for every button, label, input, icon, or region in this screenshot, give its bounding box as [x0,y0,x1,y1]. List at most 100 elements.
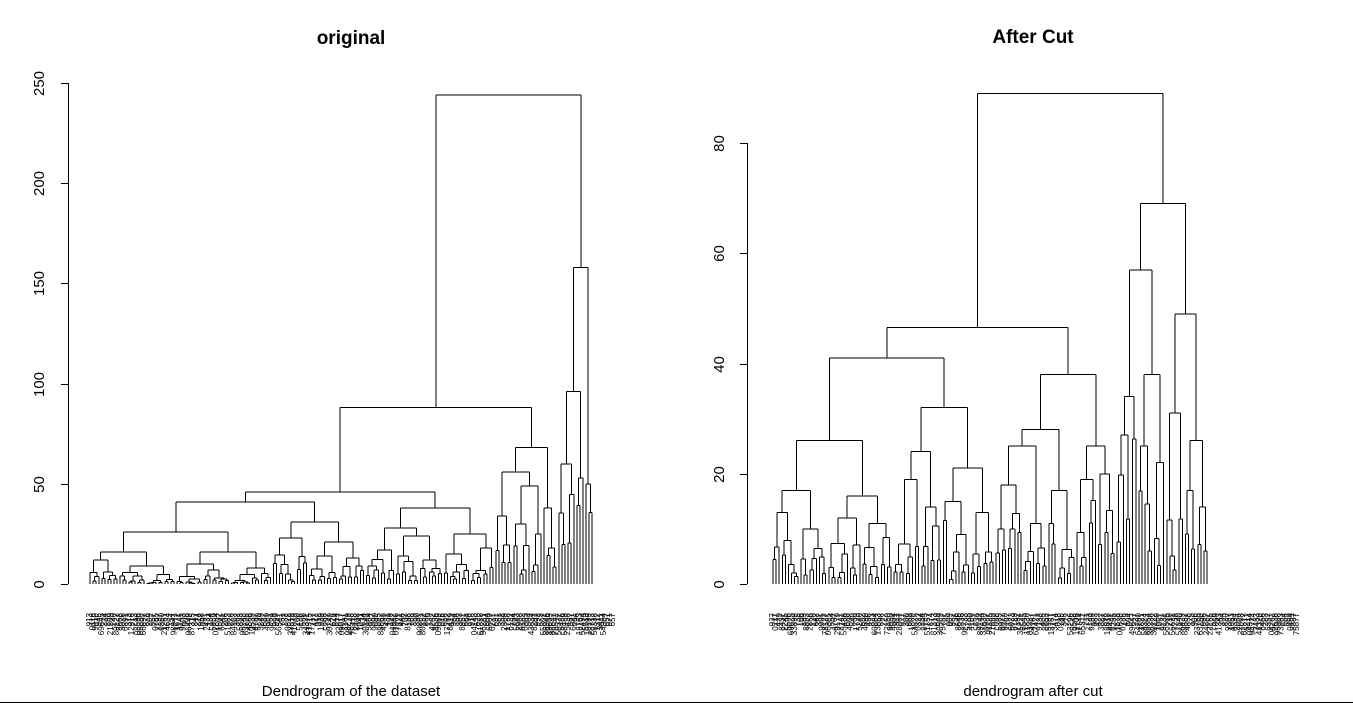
leaf-label: 096 [1199,612,1208,626]
leaf-label: 2836 [957,612,966,630]
leaf-label: 25438 [563,612,572,635]
leaf-label: 199 [386,612,395,626]
leaf-label: 120 [808,612,817,626]
leaf-label: 0394 [1230,612,1239,630]
leaf-label: 88667 [377,612,386,635]
leaf-label: 7297 [154,612,163,630]
leaf-label: 4858 [1184,612,1193,630]
leaf-label: 33519 [287,612,296,635]
leaf-label: 735 [793,612,802,626]
y-tick-label: 20 [711,466,728,483]
leaf-label: 98941 [169,612,178,635]
leaf-label: 9139 [1088,612,1097,630]
leaf-label: 55486 [839,612,848,635]
leaf-label: 8129 [1010,612,1019,630]
leaf-label: 0322 [914,612,923,630]
leaf-label: 81313 [929,612,938,635]
leaf-label: 96281 [479,613,488,636]
leaf-label: 0182 [518,612,527,630]
leaf-label: 01966 [392,612,401,635]
leaf-label: 504 [524,612,533,626]
leaf-label: 6212 [1243,612,1252,630]
leaf-label: 49647 [1128,612,1137,635]
leaf-label: 8536 [431,612,440,630]
leaf-label: 8951 [458,612,467,630]
leaf-label: 63795 [241,612,250,635]
leaf-label: 357 [148,612,157,626]
leaf-label: 78542 [551,612,560,635]
leaf-label: 65311 [1078,612,1087,634]
leaf-label: 4004 [889,612,898,630]
leaf-label: 7821 [395,612,404,630]
leaf-label: 847 [190,612,199,626]
leaf-label: 7192 [1013,612,1022,630]
leaf-label: 362 [232,612,241,626]
leaf-label: 222 [880,612,889,626]
leaf-label: 41343 [1215,612,1224,635]
leaf-label: 9099 [371,612,380,630]
leaf-label: 422 [311,612,320,626]
leaf-label: 02854 [211,612,220,635]
leaf-label: 071 [605,612,614,626]
leaf-label: 69854 [1143,612,1152,635]
chart-title-original: original [317,28,386,49]
leaf-label: 63250 [1196,612,1205,635]
leaf-label: 04143 [470,612,479,635]
leaf-label: 918 [467,612,476,626]
leaf-label: 625 [473,612,482,626]
leaf-label: 209 [145,612,154,626]
leaf-label: 89127 [112,613,121,636]
leaf-label: 6023 [1007,612,1016,630]
leaf-label: 1788 [503,612,512,630]
leaf-label: 5797 [323,612,332,630]
leaf-label: 298 [103,612,112,626]
leaf-label: 3141 [175,612,184,630]
leaf-label: 04314 [1246,612,1255,635]
leaf-label: 095 [374,613,383,627]
leaf-label: 375 [1187,612,1196,626]
leaf-label: 7051 [1156,612,1165,630]
leaf-label: 55801 [539,612,548,635]
leaf-label: 3827 [1097,612,1106,630]
leaf-label: 4508 [846,612,855,630]
leaf-label: 018 [1053,613,1062,627]
leaf-label: 0116 [88,612,97,630]
leaf-label: 1053 [1227,612,1236,630]
leaf-label: 30509 [936,612,945,635]
leaf-label: 56505 [1162,612,1171,635]
leaf-labels-after-cut: 9370217429843722455596696253389973510619… [768,612,1301,635]
leaf-label: 804 [482,613,491,627]
leaf-label: 2245 [781,612,790,630]
leaf-label: 89144 [976,612,985,635]
leaf-label: 4161 [1029,612,1038,630]
leaf-label: 106 [796,612,805,626]
leaf-label: 057 [602,612,611,626]
leaf-label: 4100 [967,612,976,630]
y-axis-original: 0 50 100 150 200 250 [31,71,69,589]
leaf-label: 8408 [353,612,362,630]
leaf-label: 429 [774,612,783,626]
leaf-label: 556 [299,612,308,626]
leaf-label: 0303 [521,612,530,630]
leaf-label: 4797 [250,612,259,630]
leaf-label: 4866 [244,612,253,630]
y-tick-label: 100 [31,372,48,397]
leaf-label: 5235 [1109,612,1118,630]
leaf-label: 05880 [136,612,145,635]
leaf-label: 91125 [985,612,994,634]
leaf-label: 285 [942,612,951,626]
leaf-label: 8887 [1289,612,1298,630]
leaf-label: 446 [398,612,407,626]
leaf-label: 1744 [1075,612,1084,630]
leaf-label: 796 [572,612,581,626]
leaf-label: 652 [858,612,867,626]
leaf-label: 1101 [341,612,350,630]
leaf-label: 19669 [545,612,554,635]
leaf-label: 75418 [350,612,359,635]
leaf-label: 866 [422,612,431,626]
leaf-label: 21209 [106,612,115,635]
leaf-label: 6609 [485,612,494,630]
leaf-label: 73963 [1277,612,1286,635]
leaf-label: 987 [948,612,957,626]
